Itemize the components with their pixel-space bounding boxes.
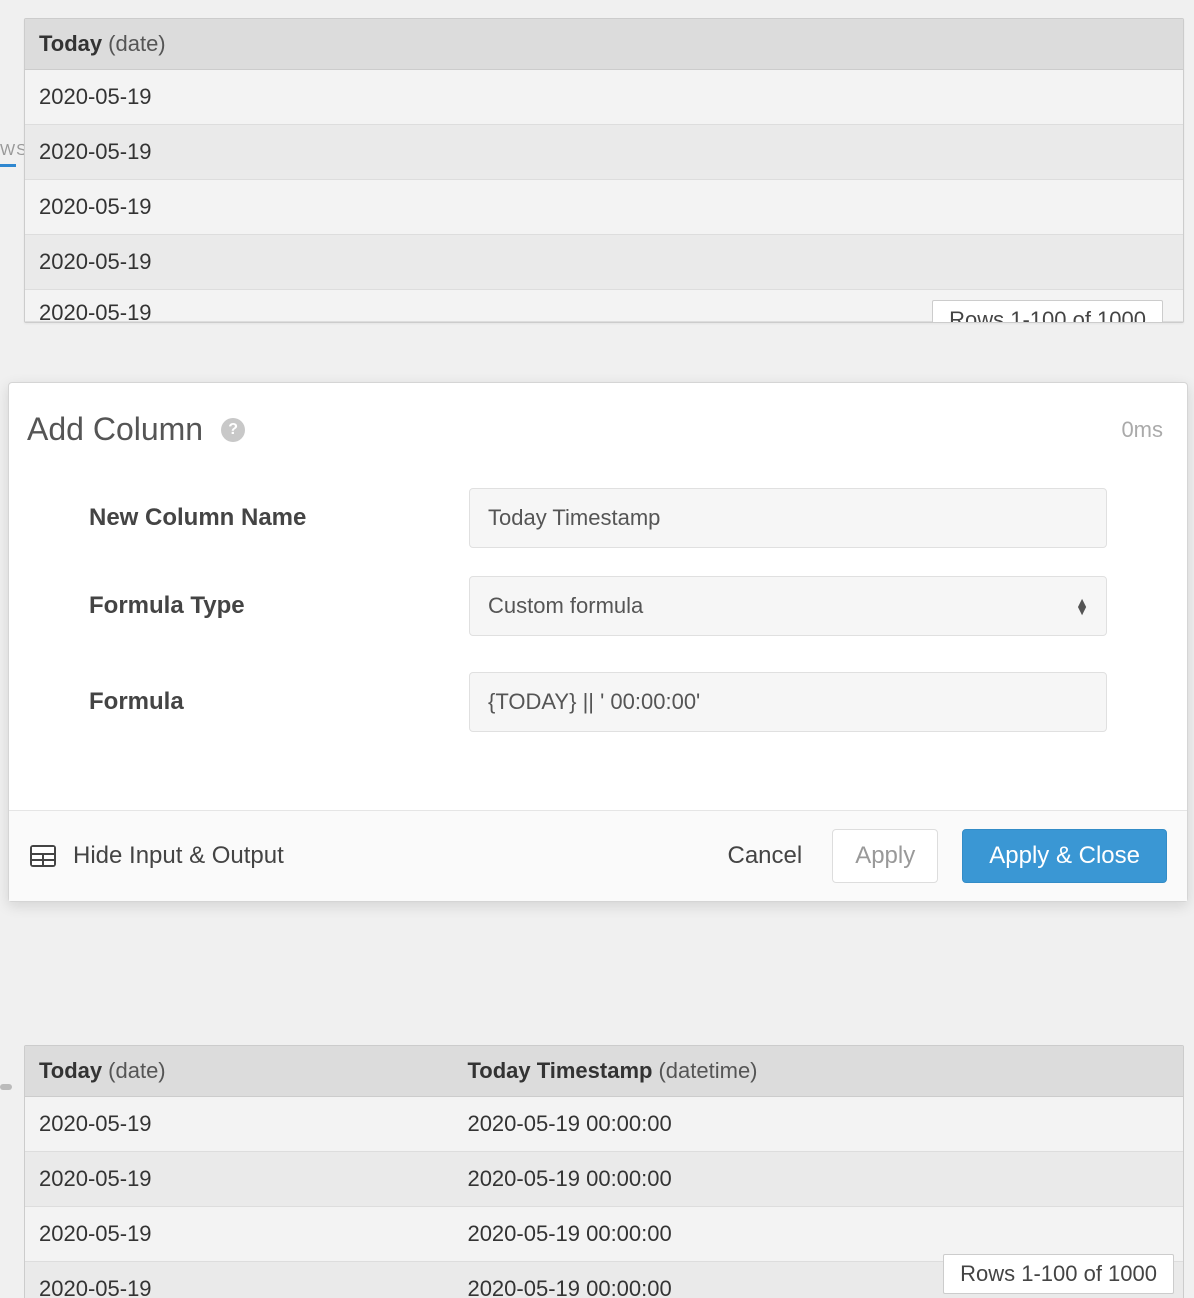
cell: 2020-05-19 00:00:00 <box>453 1097 1183 1151</box>
add-column-modal: Add Column ? 0ms New Column Name Formula… <box>8 382 1188 902</box>
cell: 2020-05-19 <box>25 1097 453 1151</box>
apply-button[interactable]: Apply <box>832 829 938 883</box>
top-table-header[interactable]: Today (date) <box>25 19 1183 70</box>
row-counter-bottom: Rows 1-100 of 1000 <box>943 1254 1174 1294</box>
table-row[interactable]: 2020-05-19 <box>25 180 1183 235</box>
bt-col1-name: Today <box>39 1058 102 1084</box>
bt-col2-type: (datetime) <box>658 1058 757 1084</box>
cell: 2020-05-19 <box>25 1207 453 1261</box>
bt-col2-name: Today Timestamp <box>467 1058 652 1084</box>
modal-title: Add Column <box>27 411 203 448</box>
cell: 2020-05-19 <box>25 1152 453 1206</box>
formula-type-label: Formula Type <box>89 592 469 620</box>
table-icon <box>29 844 57 868</box>
toggle-io-button[interactable]: Hide Input & Output <box>29 842 284 870</box>
column-name-input[interactable] <box>469 488 1107 548</box>
top-col-name: Today <box>39 31 102 57</box>
scroll-handle[interactable] <box>0 1084 12 1090</box>
bt-col1-type: (date) <box>108 1058 165 1084</box>
formula-type-select[interactable]: Custom formula <box>469 576 1107 636</box>
tab-underline <box>0 164 16 167</box>
bottom-table-header[interactable]: Today(date) Today Timestamp(datetime) <box>25 1046 1183 1097</box>
cell: 2020-05-19 00:00:00 <box>453 1207 1183 1261</box>
table-row[interactable]: 2020-05-19 <box>25 235 1183 290</box>
execution-time: 0ms <box>1121 417 1163 443</box>
formula-input[interactable] <box>469 672 1107 732</box>
table-row[interactable]: 2020-05-19 <box>25 125 1183 180</box>
formula-label: Formula <box>89 688 469 716</box>
apply-close-button[interactable]: Apply & Close <box>962 829 1167 883</box>
column-name-label: New Column Name <box>89 504 469 532</box>
table-row[interactable]: 2020-05-19 2020-05-19 00:00:00 <box>25 1152 1183 1207</box>
toggle-io-label: Hide Input & Output <box>73 842 284 870</box>
cancel-button[interactable]: Cancel <box>721 832 808 880</box>
cell: 2020-05-19 00:00:00 <box>453 1152 1183 1206</box>
top-table: Today (date) 2020-05-19 2020-05-19 2020-… <box>24 18 1184 323</box>
table-row[interactable]: 2020-05-19 2020-05-19 00:00:00 <box>25 1097 1183 1152</box>
top-col-type: (date) <box>108 31 165 57</box>
cell: 2020-05-19 <box>25 1262 453 1298</box>
row-counter-top: Rows 1-100 of 1000 <box>932 300 1163 323</box>
table-row[interactable]: 2020-05-19 <box>25 70 1183 125</box>
help-icon[interactable]: ? <box>221 418 245 442</box>
